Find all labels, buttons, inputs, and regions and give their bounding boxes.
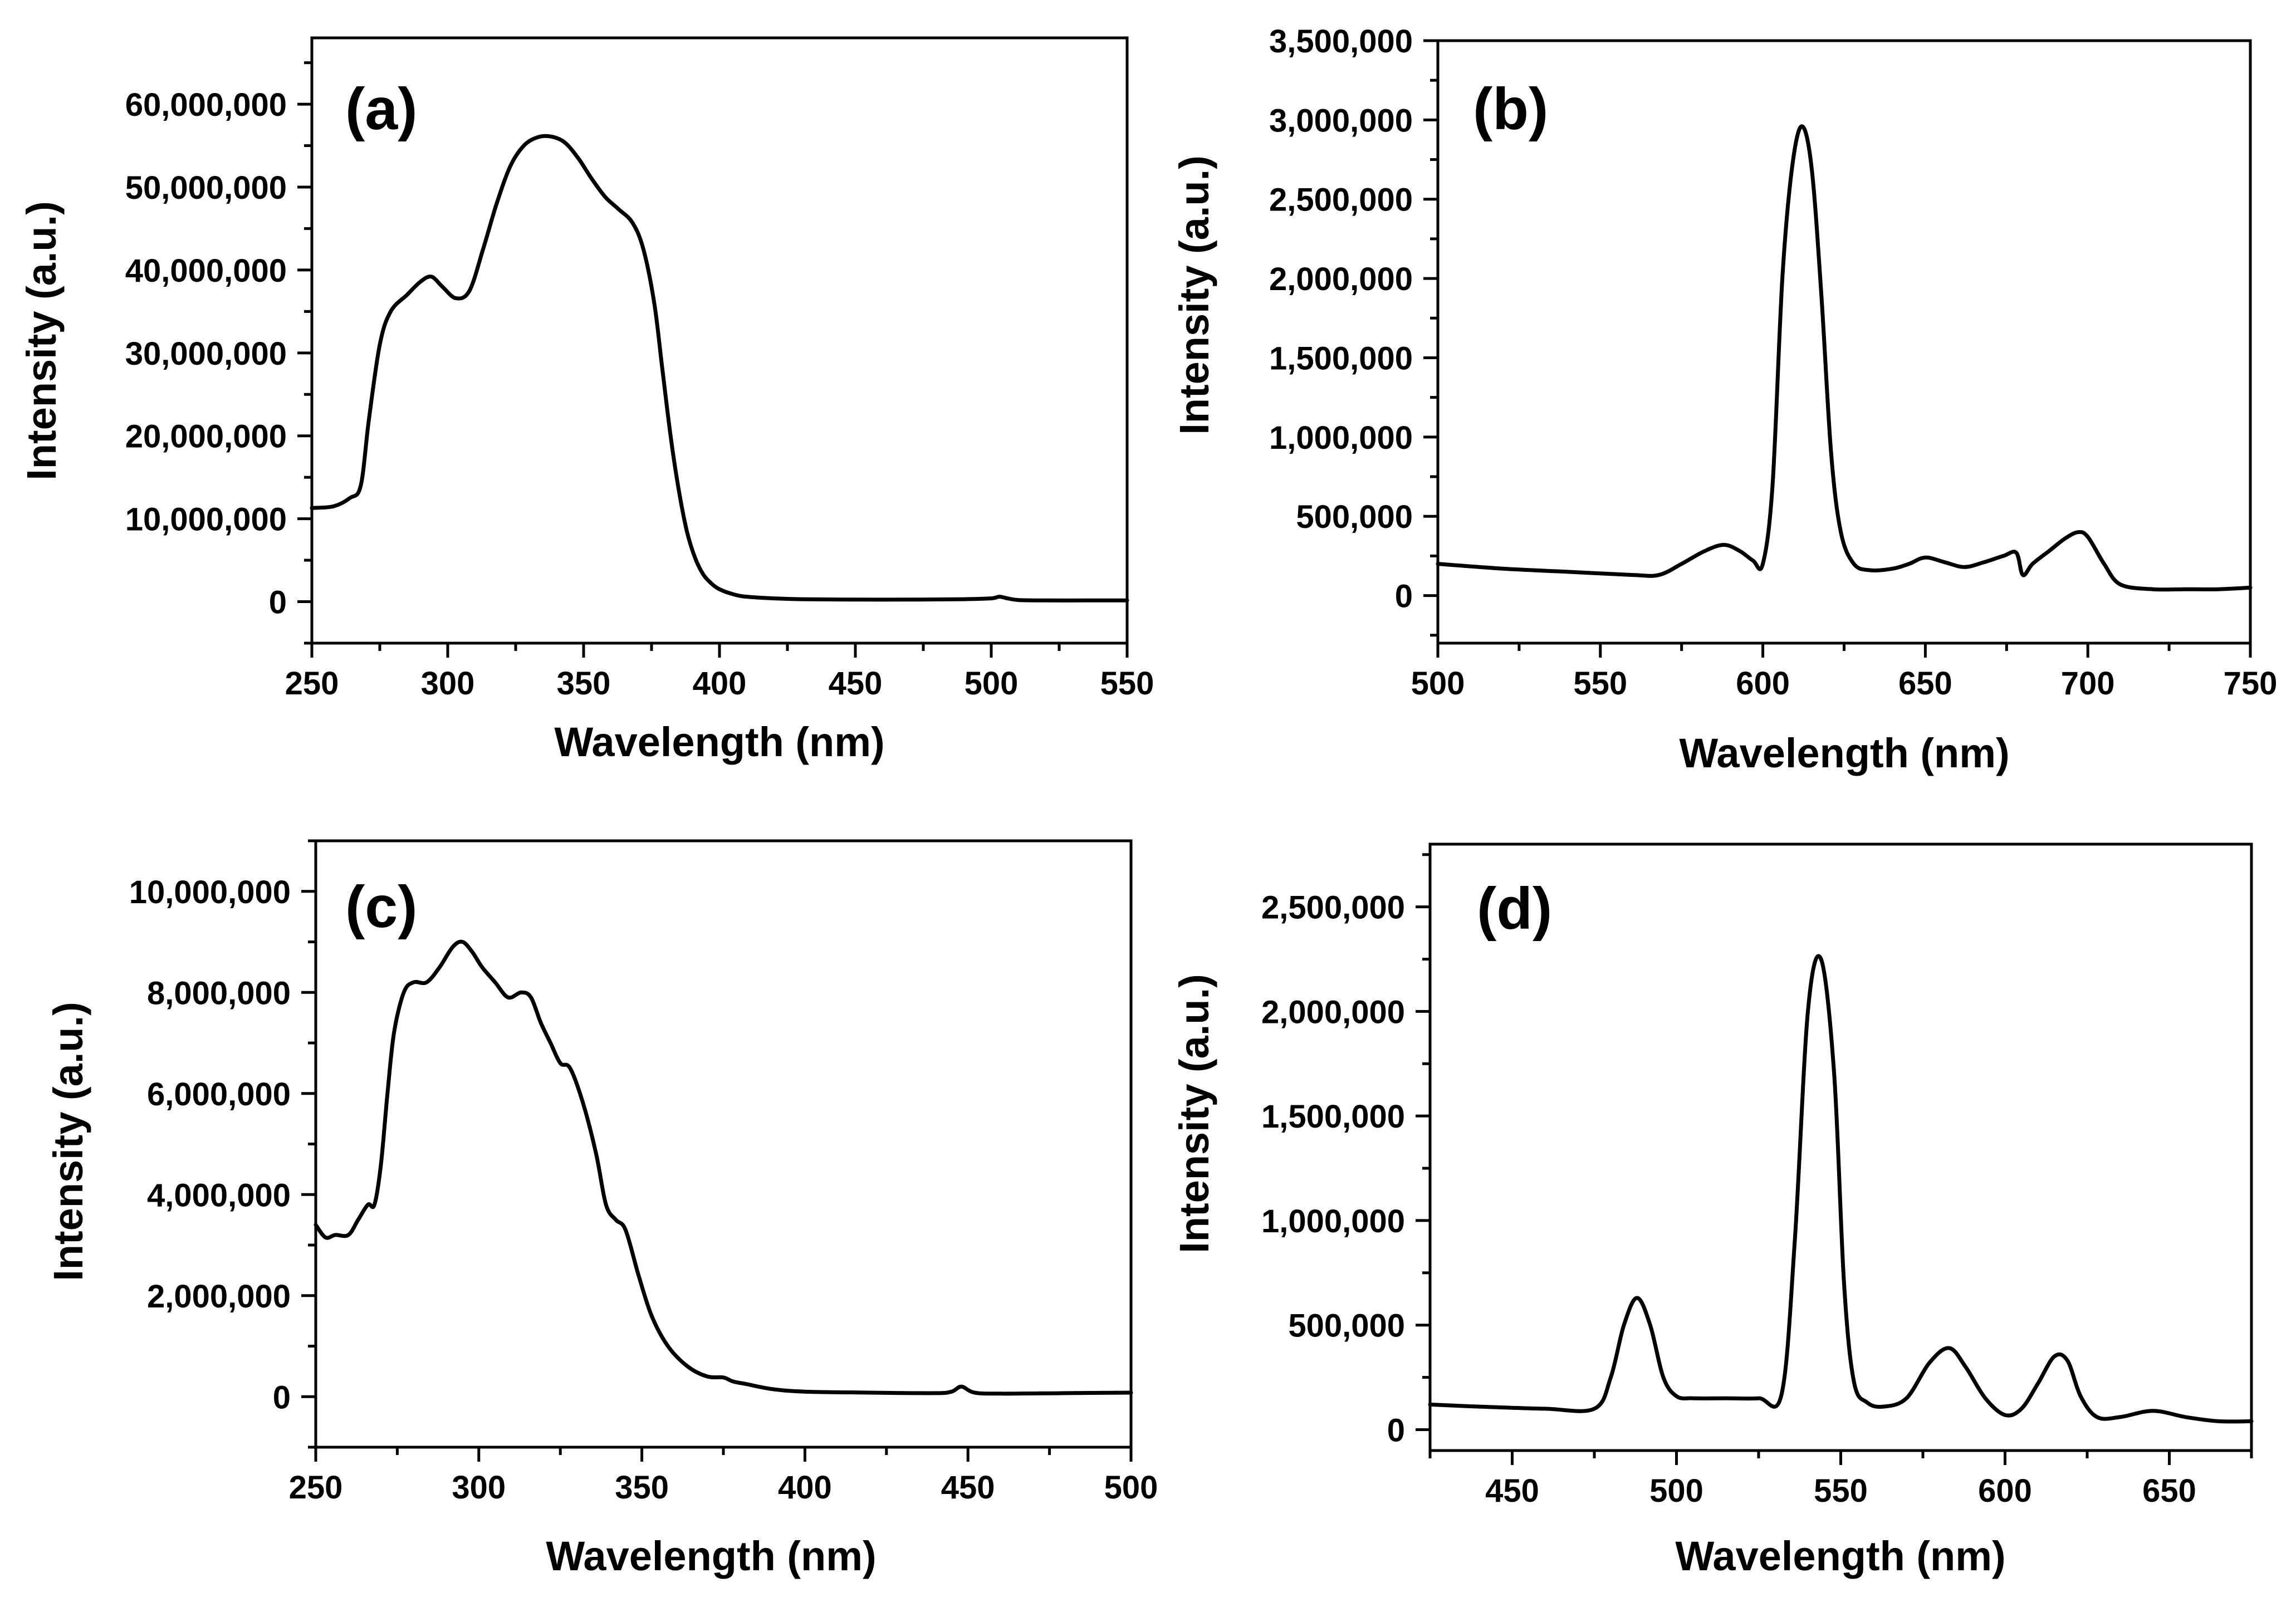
panel-c-xlabel: Wavelength (nm) bbox=[546, 1533, 876, 1579]
panel-d-series-line bbox=[1428, 954, 2254, 1424]
panel-d-xtick-label: 600 bbox=[1978, 1473, 2032, 1509]
panel-c-xtick-label: 250 bbox=[289, 1469, 343, 1506]
panel-a-series-line bbox=[310, 134, 1129, 602]
panel-b-ytick-label: 3,500,000 bbox=[1269, 23, 1413, 60]
panel-c-ytick-label: 4,000,000 bbox=[147, 1177, 291, 1213]
panel-c-ytick-label: 2,000,000 bbox=[147, 1278, 291, 1315]
panel-c-xtick-label: 350 bbox=[615, 1469, 669, 1506]
panel-b-xlabel: Wavelength (nm) bbox=[1679, 730, 2009, 776]
panel-b-xtick-label: 650 bbox=[1898, 665, 1952, 702]
panel-b-ytick-label: 2,000,000 bbox=[1269, 261, 1413, 297]
panel-c-ylabel: Intensity (a.u.) bbox=[45, 1002, 91, 1281]
panel-a-xtick-label: 500 bbox=[965, 665, 1019, 702]
panel-c-xtick-label: 300 bbox=[452, 1469, 506, 1506]
panel-a-ytick-label: 20,000,000 bbox=[125, 419, 287, 455]
panel-a-xtick-label: 550 bbox=[1100, 665, 1154, 702]
panel-c-series-line bbox=[314, 939, 1133, 1396]
panel-c: (c) Wavelength (nm) Intensity (a.u.) 250… bbox=[45, 839, 1158, 1579]
panel-b-ytick-label: 3,000,000 bbox=[1269, 102, 1413, 139]
panel-a-ytick-label: 60,000,000 bbox=[125, 87, 287, 123]
panel-d-ytick-label: 2,500,000 bbox=[1261, 890, 1405, 926]
panel-c-ytick-label: 10,000,000 bbox=[129, 874, 291, 910]
panel-d-ytick-label: 0 bbox=[1387, 1412, 1405, 1448]
panel-c-ytick-label: 6,000,000 bbox=[147, 1076, 291, 1113]
panel-b-label: (b) bbox=[1473, 76, 1548, 142]
panel-a-ytick-label: 30,000,000 bbox=[125, 336, 287, 372]
panel-a-xtick-label: 450 bbox=[829, 665, 883, 702]
panel-d-xlabel: Wavelength (nm) bbox=[1675, 1533, 2005, 1579]
panel-d-ytick-label: 1,000,000 bbox=[1261, 1203, 1405, 1240]
panel-d: (d) Wavelength (nm) Intensity (a.u.) 450… bbox=[1171, 842, 2254, 1579]
panel-b-xtick-label: 700 bbox=[2061, 665, 2115, 702]
panel-d-ylabel: Intensity (a.u.) bbox=[1171, 974, 1217, 1253]
panel-c-ytick-label: 0 bbox=[273, 1379, 291, 1415]
panel-b-ytick-label: 2,500,000 bbox=[1269, 182, 1413, 218]
panel-b-series-line bbox=[1436, 124, 2253, 592]
panel-a-xtick-label: 400 bbox=[693, 665, 747, 702]
panel-a-ytick-label: 10,000,000 bbox=[125, 502, 287, 538]
panel-d-xtick-label: 550 bbox=[1814, 1473, 1868, 1509]
panel-c-xtick-label: 500 bbox=[1104, 1469, 1158, 1506]
panel-b-xtick-label: 500 bbox=[1411, 665, 1465, 702]
panel-a-ytick-label: 50,000,000 bbox=[125, 170, 287, 206]
panel-c-label: (c) bbox=[345, 874, 418, 940]
panel-b-ytick-label: 0 bbox=[1395, 579, 1413, 615]
panel-b-xtick-label: 750 bbox=[2224, 665, 2278, 702]
panel-d-label: (d) bbox=[1477, 876, 1552, 942]
panel-b-ytick-label: 1,500,000 bbox=[1269, 340, 1413, 376]
panel-d-ytick-label: 2,000,000 bbox=[1261, 994, 1405, 1030]
panel-a-label: (a) bbox=[345, 76, 418, 142]
panel-b-ytick-label: 1,000,000 bbox=[1269, 420, 1413, 456]
panel-a-ytick-label: 0 bbox=[269, 585, 287, 621]
panel-b-xtick-label: 600 bbox=[1736, 665, 1790, 702]
panel-d-ytick-label: 1,500,000 bbox=[1261, 1099, 1405, 1135]
panel-b: (b) Wavelength (nm) Intensity (a.u.) 500… bbox=[1171, 23, 2277, 776]
panel-d-xtick-label: 500 bbox=[1649, 1473, 1703, 1509]
panel-c-xtick-label: 400 bbox=[778, 1469, 832, 1506]
panel-d-ytick-label: 500,000 bbox=[1288, 1308, 1405, 1344]
panel-a-xtick-label: 250 bbox=[285, 665, 339, 702]
panel-c-ytick-label: 8,000,000 bbox=[147, 975, 291, 1011]
panel-a-xtick-label: 350 bbox=[557, 665, 611, 702]
panel-a-xtick-label: 300 bbox=[421, 665, 475, 702]
panel-b-ylabel: Intensity (a.u.) bbox=[1171, 155, 1217, 435]
panel-b-xtick-label: 550 bbox=[1573, 665, 1627, 702]
panel-a-ytick-label: 40,000,000 bbox=[125, 253, 287, 289]
panel-d-xtick-label: 450 bbox=[1485, 1473, 1539, 1509]
panel-c-xtick-label: 450 bbox=[941, 1469, 995, 1506]
panel-a-xlabel: Wavelength (nm) bbox=[554, 719, 884, 765]
panel-d-xtick-label: 650 bbox=[2142, 1473, 2196, 1509]
panel-a-ylabel: Intensity (a.u.) bbox=[18, 201, 65, 481]
panel-b-ytick-label: 500,000 bbox=[1296, 499, 1413, 535]
panel-a: (a) Wavelength (nm) Intensity (a.u.) 250… bbox=[18, 36, 1154, 765]
